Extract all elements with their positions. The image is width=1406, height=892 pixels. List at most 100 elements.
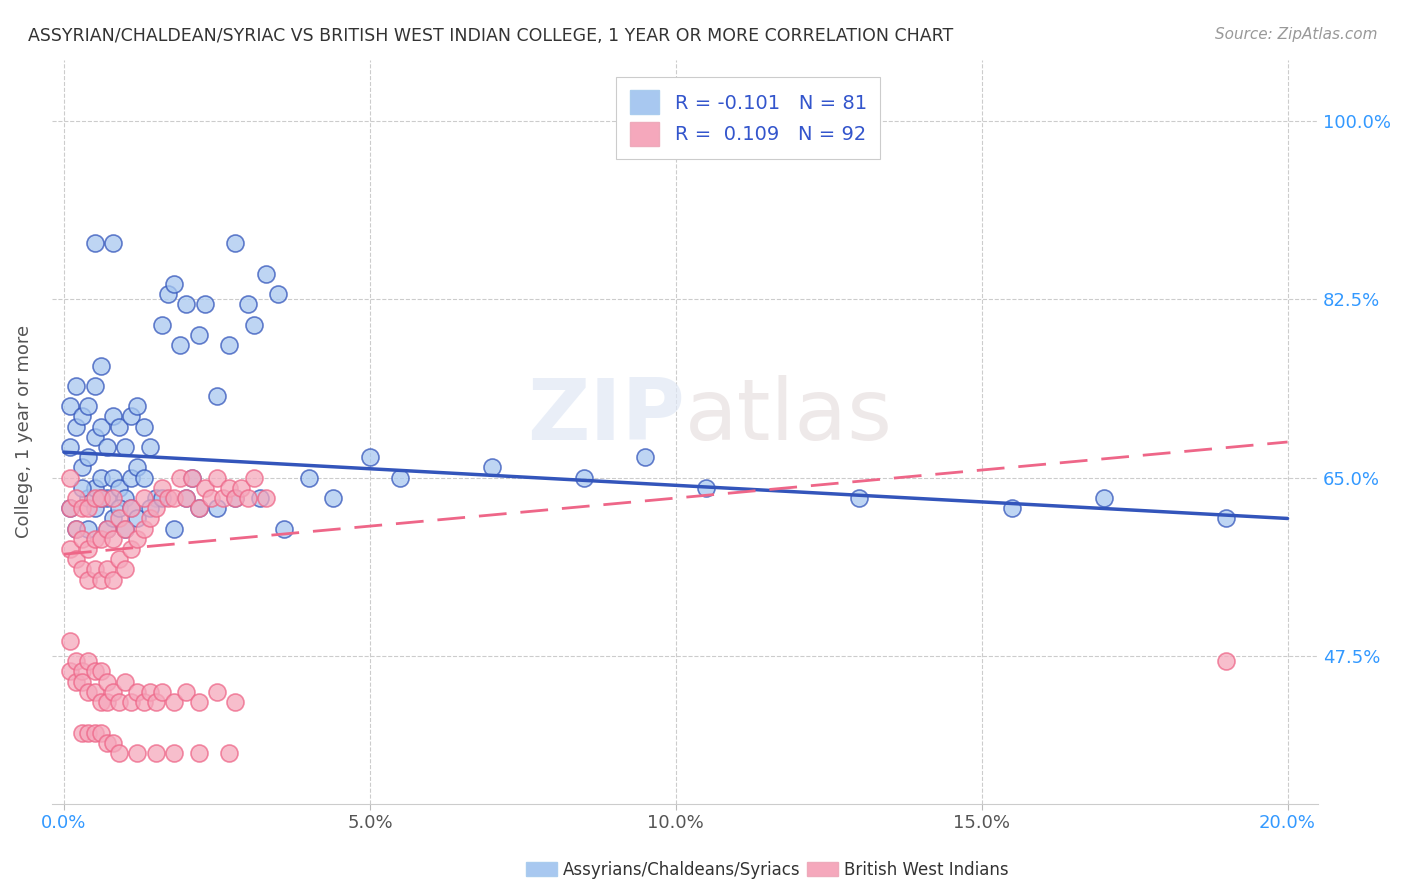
Point: [267, 287, 290, 301]
Point: [83, 236, 105, 251]
Point: [127, 460, 149, 475]
Point: [132, 471, 155, 485]
Point: [59, 665, 82, 679]
Point: [90, 695, 112, 709]
Point: [145, 491, 167, 505]
Point: [205, 389, 228, 403]
Point: [65, 379, 87, 393]
Point: [242, 318, 264, 332]
Point: [65, 522, 87, 536]
Point: [59, 633, 82, 648]
Point: [96, 491, 118, 505]
Point: [59, 501, 82, 516]
Point: [236, 491, 259, 505]
Point: [114, 491, 136, 505]
Point: [77, 542, 100, 557]
Point: [634, 450, 657, 465]
Point: [77, 654, 100, 668]
Point: [83, 481, 105, 495]
Point: [72, 562, 94, 576]
Point: [1092, 491, 1115, 505]
Point: [127, 746, 149, 760]
Point: [389, 471, 412, 485]
Point: [83, 501, 105, 516]
Point: [120, 471, 142, 485]
Point: [77, 450, 100, 465]
Point: [138, 685, 160, 699]
Point: [72, 481, 94, 495]
Point: [132, 491, 155, 505]
Point: [224, 491, 246, 505]
Point: [77, 573, 100, 587]
Point: [187, 695, 209, 709]
Point: [145, 746, 167, 760]
Point: [108, 746, 131, 760]
Point: [108, 501, 131, 516]
Point: [90, 419, 112, 434]
Point: [150, 318, 173, 332]
Point: [72, 501, 94, 516]
Point: [90, 725, 112, 739]
Point: [108, 419, 131, 434]
Point: [77, 501, 100, 516]
Point: [249, 491, 271, 505]
FancyBboxPatch shape: [526, 862, 557, 876]
Point: [194, 297, 217, 311]
Point: [156, 491, 179, 505]
Point: [127, 399, 149, 413]
Point: [132, 419, 155, 434]
Point: [205, 501, 228, 516]
Point: [138, 501, 160, 516]
Point: [163, 695, 186, 709]
Point: [156, 287, 179, 301]
Point: [242, 471, 264, 485]
Point: [176, 491, 198, 505]
Point: [236, 297, 259, 311]
Point: [90, 532, 112, 546]
Point: [114, 522, 136, 536]
Point: [138, 511, 160, 525]
Point: [163, 746, 186, 760]
Point: [83, 379, 105, 393]
Point: [108, 552, 131, 566]
Text: ASSYRIAN/CHALDEAN/SYRIAC VS BRITISH WEST INDIAN COLLEGE, 1 YEAR OR MORE CORRELAT: ASSYRIAN/CHALDEAN/SYRIAC VS BRITISH WEST…: [28, 27, 953, 45]
Point: [108, 511, 131, 525]
Point: [83, 532, 105, 546]
Point: [90, 491, 112, 505]
Point: [77, 522, 100, 536]
Point: [108, 695, 131, 709]
Point: [176, 297, 198, 311]
Point: [695, 481, 717, 495]
Point: [72, 674, 94, 689]
Point: [322, 491, 344, 505]
Point: [77, 399, 100, 413]
Point: [132, 522, 155, 536]
Point: [224, 236, 246, 251]
Point: [1001, 501, 1024, 516]
Point: [101, 511, 124, 525]
Point: [65, 522, 87, 536]
Point: [132, 695, 155, 709]
Point: [83, 665, 105, 679]
Point: [176, 685, 198, 699]
Point: [108, 481, 131, 495]
Point: [218, 338, 240, 352]
Point: [181, 471, 204, 485]
Point: [218, 481, 240, 495]
Point: [90, 573, 112, 587]
Point: [205, 685, 228, 699]
Point: [120, 501, 142, 516]
Point: [96, 522, 118, 536]
Text: Assyrians/Chaldeans/Syriacs: Assyrians/Chaldeans/Syriacs: [562, 861, 800, 879]
Point: [481, 460, 503, 475]
Point: [72, 532, 94, 546]
Point: [65, 552, 87, 566]
Point: [72, 460, 94, 475]
Point: [72, 409, 94, 424]
Point: [72, 665, 94, 679]
Point: [114, 440, 136, 454]
Point: [59, 440, 82, 454]
Text: British West Indians: British West Indians: [844, 861, 1008, 879]
Point: [194, 481, 217, 495]
Point: [83, 562, 105, 576]
